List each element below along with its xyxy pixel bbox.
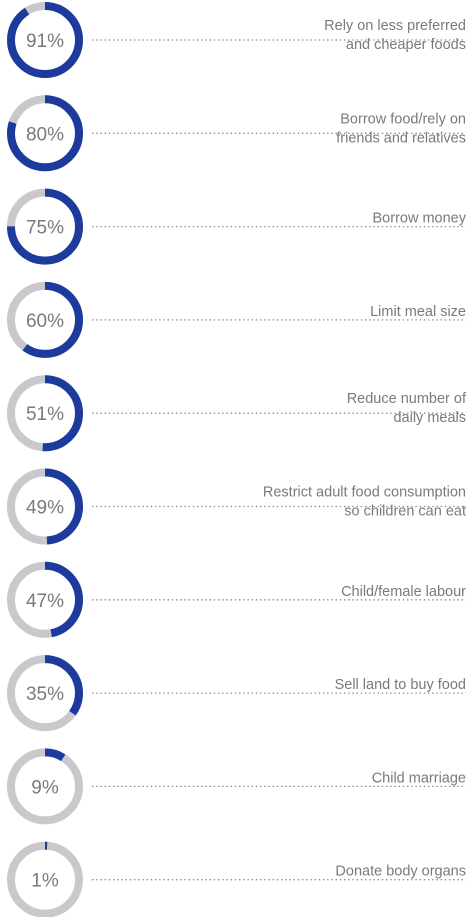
percent-label: 91%: [26, 31, 64, 52]
percent-label: 49%: [26, 498, 64, 519]
gauge-arc: [7, 655, 83, 732]
category-label: Limit meal size: [370, 304, 466, 320]
gauge-arc: [7, 2, 83, 78]
percent-label: 47%: [26, 591, 64, 612]
category-label: Child marriage: [372, 770, 466, 786]
percent-label: 60%: [26, 311, 64, 332]
percent-label: 9%: [31, 777, 59, 798]
gauge-arc: [7, 375, 83, 452]
gauge-arc: [7, 748, 83, 825]
category-label: Rely on less preferred and cheaper foods: [324, 18, 466, 53]
gauge-arc: [7, 188, 83, 265]
category-label: Child/female labour: [341, 584, 466, 600]
category-label: Donate body organs: [335, 864, 466, 880]
gauge-arc: [7, 561, 83, 638]
category-label: Reduce number of daily meals: [347, 391, 467, 426]
percent-label: 75%: [26, 218, 64, 239]
percent-label: 35%: [26, 684, 64, 705]
gauge-arc: [7, 95, 83, 172]
gauge-arc: [7, 281, 83, 358]
percent-label: 80%: [26, 124, 64, 145]
percent-label: 51%: [26, 404, 64, 425]
category-label: Borrow food/rely on friends and relatives: [336, 111, 466, 146]
category-label: Borrow money: [373, 211, 467, 227]
percent-label: 1%: [31, 871, 59, 892]
category-label: Sell land to buy food: [335, 677, 466, 693]
gauge-arc: [7, 468, 83, 545]
gauge-arc: [7, 841, 83, 918]
category-label: Restrict adult food consumption so childr…: [263, 485, 466, 520]
